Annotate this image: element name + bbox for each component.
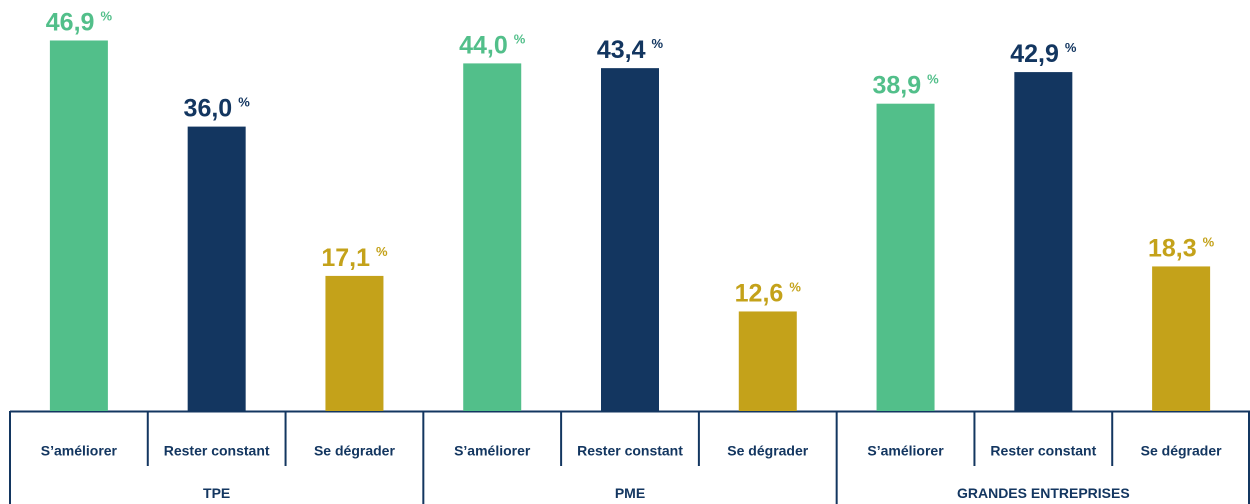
category-label: Se dégrader: [1140, 442, 1222, 459]
value-unit: %: [376, 244, 388, 259]
group-label: TPE: [203, 485, 231, 501]
category-label: S’améliorer: [867, 442, 944, 459]
value-label: 17,1%: [321, 244, 388, 272]
value-unit: %: [1203, 234, 1215, 249]
value-number: 44,0: [459, 31, 508, 59]
bar: [49, 40, 108, 412]
bar: [463, 63, 522, 412]
bar: [738, 311, 797, 411]
bar: [325, 275, 384, 411]
value-label: 42,9%: [1010, 40, 1077, 68]
category-label: Se dégrader: [727, 442, 809, 459]
bar: [601, 68, 659, 411]
value-label: 38,9%: [872, 72, 939, 100]
value-number: 42,9: [1010, 40, 1059, 68]
value-label: 18,3%: [1148, 234, 1215, 262]
value-label: 12,6%: [735, 279, 802, 307]
value-number: 18,3: [1148, 234, 1197, 262]
value-label: 46,9%: [46, 8, 113, 36]
value-unit: %: [514, 31, 526, 46]
value-number: 12,6: [735, 279, 784, 307]
value-label: 43,4%: [597, 36, 664, 64]
category-label: Rester constant: [990, 442, 1097, 459]
value-number: 38,9: [872, 72, 921, 100]
category-label: Rester constant: [577, 442, 683, 459]
value-unit: %: [652, 36, 664, 51]
value-number: 36,0: [184, 95, 233, 123]
bar: [876, 103, 935, 411]
value-unit: %: [238, 95, 250, 110]
value-unit: %: [1065, 40, 1077, 55]
value-unit: %: [100, 8, 112, 23]
category-label: Se dégrader: [313, 442, 395, 459]
category-label: S’améliorer: [454, 442, 531, 459]
bar: [1014, 72, 1073, 411]
value-label: 36,0%: [184, 95, 251, 123]
value-number: 46,9: [46, 8, 95, 36]
category-label: S’améliorer: [40, 442, 117, 459]
value-unit: %: [927, 72, 939, 87]
group-label: PME: [614, 485, 646, 501]
bar: [1152, 266, 1211, 411]
value-number: 17,1: [321, 244, 370, 272]
bar: [187, 126, 246, 411]
group-label: GRANDES ENTREPRISES: [956, 485, 1130, 501]
category-label: Rester constant: [163, 442, 270, 459]
value-number: 43,4: [597, 36, 646, 64]
value-unit: %: [789, 279, 801, 294]
value-label: 44,0%: [459, 31, 526, 59]
